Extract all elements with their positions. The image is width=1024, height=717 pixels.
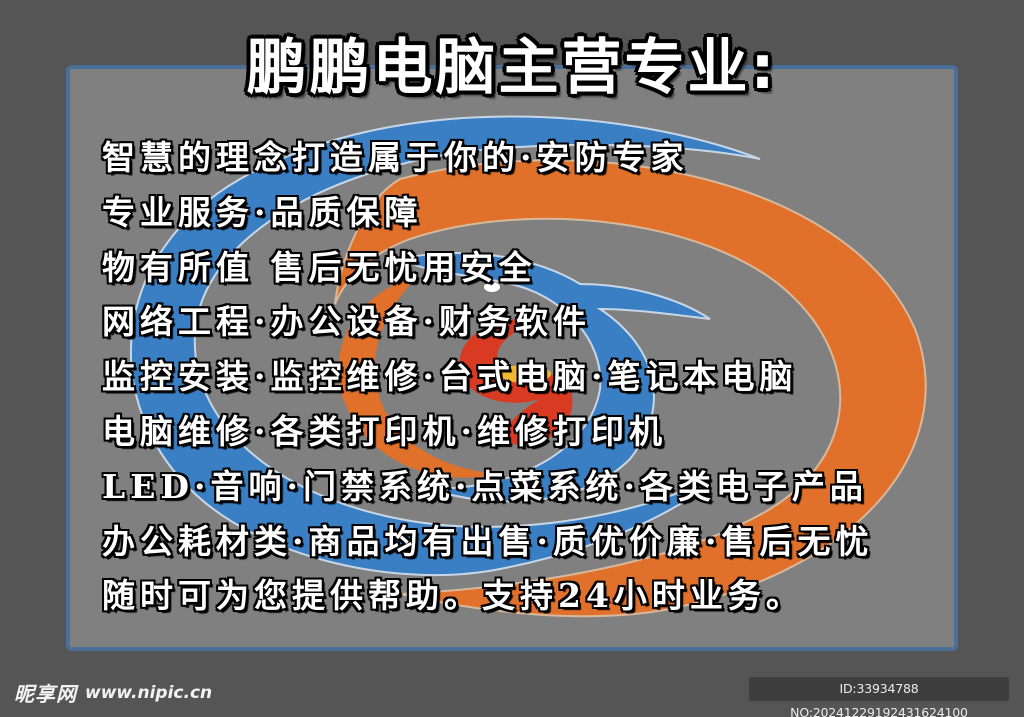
service-list: 智慧的理念打造属于你的·安防专家 专业服务·品质保障 物有所值 售后无忧用安全 … (102, 138, 873, 631)
service-line: LED·音响·门禁系统·点菜系统·各类电子产品 (102, 466, 868, 506)
content-panel (66, 65, 958, 651)
watermark-brand-name: 昵享网 (14, 682, 77, 706)
watermark-url: www.nipic.cn (85, 682, 213, 703)
watermark-id-badge: ID:33934788 NO:20241229192431624100 (749, 677, 1009, 717)
service-line: 监控安装·监控维修·台式电脑·笔记本电脑 (102, 357, 798, 397)
service-line: 办公耗材类·商品均有出售·质优价廉·售后无忧 (102, 521, 874, 561)
watermark-brand: 昵享网 www.nipic.cn (14, 678, 212, 707)
service-line: 智慧的理念打造属于你的·安防专家 (102, 138, 689, 177)
service-line: 物有所值 售后无忧用安全 (102, 247, 537, 287)
service-line: 网络工程·办公设备·财务软件 (102, 302, 591, 342)
service-line: 专业服务·品质保障 (102, 192, 423, 232)
service-line: 电脑维修·各类打印机·维修打印机 (102, 411, 667, 451)
service-line: 随时可为您提供帮助。支持24小时业务。 (102, 576, 804, 616)
page-title: 鹏鹏电脑主营专业: (246, 32, 778, 104)
swirl-logo-icon (129, 115, 927, 618)
